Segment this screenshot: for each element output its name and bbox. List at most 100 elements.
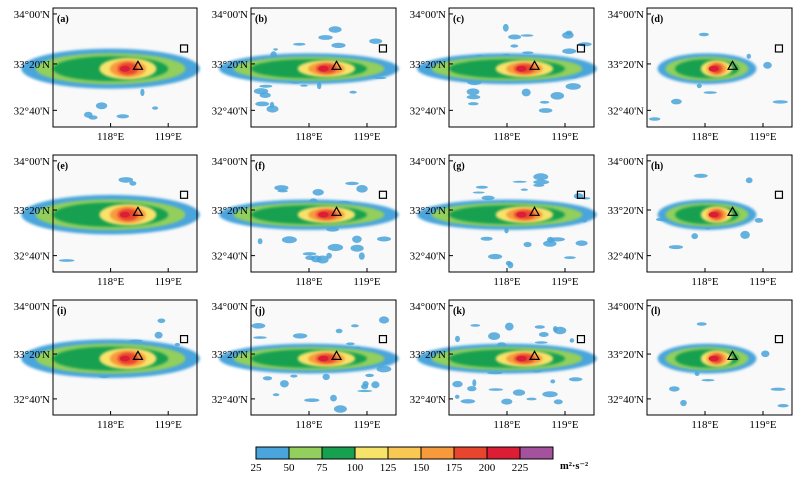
y-tick-label: 32°40'N — [608, 251, 644, 263]
field-speckle — [698, 32, 710, 37]
field-speckle — [522, 51, 534, 54]
y-tick-label: 34°00'N — [410, 9, 446, 21]
x-tick-label: 119°E — [353, 419, 380, 431]
y-tick-label: 34°00'N — [410, 301, 446, 313]
x-tick-label: 119°E — [551, 131, 578, 143]
y-tick-label: 33°20'N — [608, 59, 644, 71]
field-speckle — [88, 115, 98, 120]
square-marker — [576, 335, 586, 344]
panel-label: (i) — [57, 306, 66, 317]
square-marker — [179, 190, 189, 199]
field-speckle — [746, 53, 751, 59]
station-triangle-marker — [727, 60, 739, 70]
square-marker — [378, 190, 388, 199]
square-marker — [179, 44, 189, 53]
y-tick-label: 32°40'N — [410, 105, 446, 117]
field-speckle — [481, 195, 495, 201]
field-core — [318, 355, 329, 362]
station-triangle-marker — [331, 60, 343, 70]
panel-frame — [52, 7, 198, 128]
panel-frame — [250, 154, 397, 273]
station-triangle-marker — [529, 60, 541, 70]
y-tick-label: 33°20'N — [410, 59, 446, 71]
field-speckle — [300, 84, 308, 87]
field-speckle — [455, 335, 460, 343]
station-triangle-marker — [529, 206, 541, 216]
field-speckle — [118, 177, 134, 183]
station-triangle-marker — [727, 350, 739, 360]
x-tick-label: 118°E — [691, 276, 718, 288]
y-tick-label: 33°20'N — [410, 205, 446, 217]
panel-frame — [448, 299, 595, 416]
y-tick-label: 32°40'N — [212, 251, 248, 263]
x-tick-label: 119°E — [551, 276, 578, 288]
colorbar-cell — [388, 447, 422, 459]
field-speckle — [763, 61, 772, 69]
field-speckle — [538, 108, 553, 113]
field-speckle — [253, 88, 269, 95]
field-speckle — [472, 191, 485, 194]
field-speckle — [269, 101, 275, 108]
field-speckle — [152, 106, 159, 110]
field-speckle — [157, 318, 166, 324]
field-speckle — [328, 26, 342, 33]
field-speckle — [562, 48, 577, 54]
y-tick-label: 32°40'N — [14, 394, 50, 406]
panel-frame — [250, 299, 397, 416]
field-speckle — [573, 193, 584, 200]
station-triangle-marker — [727, 206, 739, 216]
panel: (a) 34°00'N 33°20'N 32°40'N 118°E 119°E — [14, 7, 200, 143]
y-tick-label: 34°00'N — [608, 301, 644, 313]
field-speckle — [472, 379, 477, 387]
x-tick-label: 119°E — [155, 131, 182, 143]
field-shading — [417, 23, 597, 113]
field-speckle — [534, 341, 548, 344]
square-marker — [774, 335, 784, 344]
field-speckle — [543, 240, 557, 247]
colorbar-cell — [520, 447, 554, 459]
field-speckle — [280, 380, 289, 388]
field-shading — [219, 26, 399, 113]
field-speckle — [58, 259, 75, 262]
field-speckle — [259, 84, 273, 88]
field-speckle — [505, 322, 514, 331]
field-speckle — [533, 183, 545, 187]
field-core — [120, 211, 130, 218]
field-speckle — [349, 90, 357, 94]
field-speckle — [533, 173, 549, 181]
station-triangle-marker — [132, 60, 144, 70]
field-speckle — [480, 236, 493, 241]
panel-label: (e) — [57, 161, 68, 172]
square-marker — [378, 335, 388, 344]
x-tick-label: 118°E — [493, 276, 520, 288]
field-speckle — [534, 325, 545, 329]
field-speckle — [356, 185, 368, 193]
field-speckle — [761, 350, 770, 358]
panel-frame — [646, 7, 793, 128]
x-tick-label: 118°E — [691, 419, 718, 431]
colorbar-cell — [355, 447, 389, 459]
field-speckle — [521, 88, 531, 97]
panel-frame — [646, 154, 793, 273]
y-tick-label: 33°20'N — [212, 349, 248, 361]
field-core — [318, 65, 329, 72]
field-speckle — [512, 180, 527, 183]
square-marker — [576, 190, 586, 199]
panel-label: (f) — [255, 161, 265, 172]
panel: (l) 34°00'N 33°20'N 32°40'N 118°E 119°E — [608, 299, 793, 431]
field-speckle — [488, 388, 503, 391]
square-marker — [378, 44, 388, 53]
field-speckle — [488, 253, 503, 260]
y-tick-label: 33°20'N — [14, 59, 50, 71]
field-shading — [417, 173, 597, 269]
y-tick-label: 34°00'N — [212, 301, 248, 313]
field-speckle — [460, 399, 476, 404]
field-speckle — [253, 336, 267, 339]
station-triangle-marker — [529, 350, 541, 360]
field-speckle — [346, 342, 355, 346]
y-tick-label: 33°20'N — [212, 59, 248, 71]
colorbar-tick-label: 175 — [446, 462, 463, 474]
colorbar-cells — [256, 447, 554, 459]
